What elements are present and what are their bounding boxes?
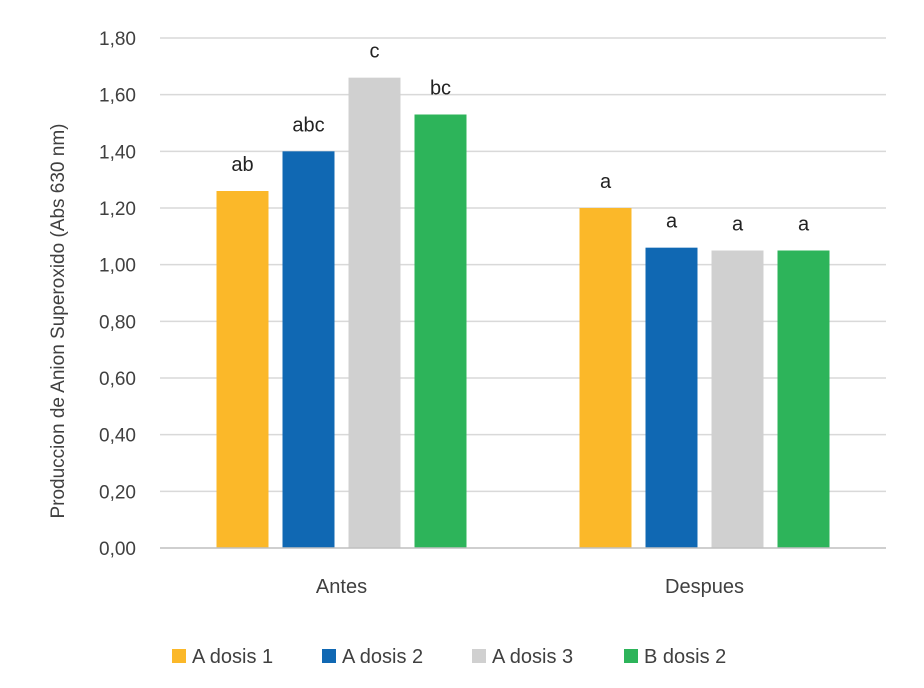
y-tick-label: 1,80	[99, 29, 136, 50]
legend-label: A dosis 3	[492, 646, 573, 668]
legend-item: B dosis 2	[624, 646, 726, 668]
legend-swatch	[172, 649, 186, 663]
data-label: c	[370, 41, 380, 63]
legend-label: A dosis 2	[342, 646, 423, 668]
axes: 0,00 0,20 0,40 0,60 0,80 1,00 1,20 1,40 1,60 1,80…	[99, 29, 886, 598]
y-tick-label: 0,80	[99, 312, 136, 333]
y-tick-label: 1,00	[99, 256, 136, 277]
bar	[348, 77, 401, 549]
legend-label: B dosis 2	[644, 646, 726, 668]
data-label: a	[600, 171, 612, 193]
bar	[414, 114, 467, 548]
data-label: bc	[430, 78, 451, 100]
y-tick-label: 0,20	[99, 482, 136, 503]
legend-item: A dosis 1	[172, 646, 273, 668]
data-label: a	[732, 214, 744, 236]
bars	[216, 77, 830, 549]
legend-label: A dosis 1	[192, 646, 273, 668]
legend-swatch	[624, 649, 638, 663]
bar	[282, 151, 335, 549]
data-label: a	[798, 214, 810, 236]
bar	[579, 208, 632, 548]
y-tick-label: 0,00	[99, 539, 136, 560]
y-tick-label: 1,40	[99, 142, 136, 163]
data-label: abc	[292, 114, 324, 136]
bar	[216, 191, 269, 548]
y-tick-label: 0,60	[99, 369, 136, 390]
y-tick-label: 1,60	[99, 86, 136, 107]
x-tick-label: Antes	[316, 576, 367, 598]
legend-item: A dosis 3	[472, 646, 573, 668]
legend: A dosis 1 A dosis 2 A dosis 3 B dosis 2	[172, 646, 726, 668]
data-label: a	[666, 211, 678, 233]
bar	[777, 250, 830, 548]
y-tick-label: 0,40	[99, 426, 136, 447]
data-label: ab	[231, 154, 253, 176]
y-axis-title: Produccion de Anion Superoxido (Abs 630 …	[48, 123, 69, 518]
x-tick-label: Despues	[665, 576, 744, 598]
legend-swatch	[472, 649, 486, 663]
legend-item: A dosis 2	[322, 646, 423, 668]
data-labels: ab abc c bc a a a a	[231, 41, 810, 236]
bar	[711, 250, 764, 548]
legend-swatch	[322, 649, 336, 663]
y-tick-label: 1,20	[99, 199, 136, 220]
gridlines	[160, 37, 886, 493]
bar	[645, 247, 698, 548]
